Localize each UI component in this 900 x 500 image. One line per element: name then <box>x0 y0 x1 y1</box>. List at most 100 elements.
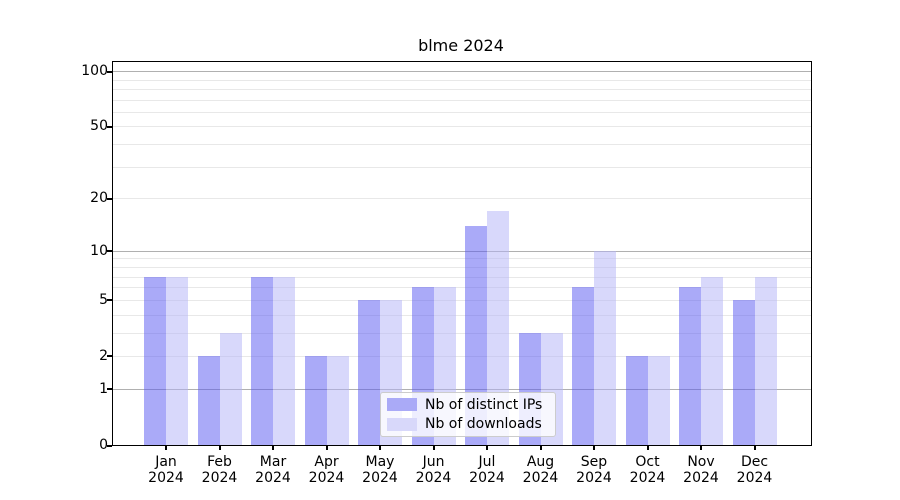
year-label: 2024 <box>255 470 291 486</box>
y-axis-tick-label: 5 <box>99 291 108 308</box>
x-axis-tick <box>753 445 756 450</box>
y-axis-tick <box>107 444 112 447</box>
x-axis-tick <box>325 445 328 450</box>
bar-distinct-ips <box>732 299 755 445</box>
x-axis-tick <box>593 445 595 450</box>
bar-distinct-ips <box>197 356 220 445</box>
bar-distinct-ips <box>144 276 166 445</box>
y-axis-tick <box>107 125 112 128</box>
x-axis-tick-label: Dec 2024 <box>720 454 790 486</box>
y-axis-tick <box>107 197 112 200</box>
month-label: Jan <box>155 454 177 470</box>
month-label: Feb <box>207 454 232 470</box>
y-axis-tick-label: 50 <box>90 118 108 135</box>
year-label: 2024 <box>308 470 345 486</box>
x-axis-tick-label: Nov 2024 <box>666 454 736 486</box>
legend-item-distinct-ips: Nb of distinct IPs <box>387 397 549 413</box>
y-axis-tick <box>107 388 112 391</box>
chart-title: blme 2024 <box>418 36 504 55</box>
year-label: 2024 <box>201 470 238 486</box>
y-axis-tick-label: 2 <box>99 347 108 364</box>
year-label: 2024 <box>629 470 666 486</box>
minor-gridline <box>113 99 811 101</box>
bar-distinct-ips <box>465 225 487 445</box>
bar-distinct-ips <box>625 356 648 445</box>
bar-downloads <box>754 276 777 445</box>
x-axis-tick-label: Mar 2024 <box>238 454 308 486</box>
bar-downloads <box>219 332 242 445</box>
x-axis-tick-label: Oct 2024 <box>613 454 683 486</box>
y-axis-tick-label: 0 <box>99 437 108 453</box>
x-axis-tick-label: Apr 2024 <box>292 454 362 486</box>
minor-gridline <box>113 276 811 278</box>
x-axis-tick <box>486 445 488 450</box>
bar-downloads <box>594 250 616 445</box>
month-label: Nov <box>687 454 715 470</box>
bar-downloads <box>273 276 295 445</box>
month-label: Apr <box>314 454 339 470</box>
year-label: 2024 <box>362 470 398 486</box>
legend-item-downloads: Nb of downloads <box>387 416 549 432</box>
minor-gridline <box>113 258 811 260</box>
minor-gridline <box>113 332 811 334</box>
y-axis-tick <box>107 70 112 73</box>
month-label: Jul <box>478 454 496 470</box>
bar-distinct-ips <box>358 299 380 445</box>
plot-area: 100 50 20 10 5 2 1 0 Jan 2024 Feb 2024 Mar 2024 Apr 202… <box>81 61 812 486</box>
bar-downloads <box>701 276 723 445</box>
minor-gridline <box>113 126 811 128</box>
x-axis-tick <box>646 445 649 450</box>
y-axis-tick <box>107 355 112 358</box>
year-label: 2024 <box>469 470 505 486</box>
y-axis-tick-label: 10 <box>90 242 108 259</box>
minor-gridline <box>113 355 811 357</box>
minor-gridline <box>113 79 811 81</box>
month-label: Sep <box>580 454 608 470</box>
month-label: Mar <box>259 454 287 470</box>
y-axis-tick <box>107 299 112 302</box>
legend-label-distinct-ips: Nb of distinct IPs <box>425 396 543 413</box>
x-axis-tick <box>272 445 274 450</box>
minor-gridline <box>113 314 811 316</box>
x-axis-tick-label: Jul 2024 <box>452 454 522 486</box>
minor-gridline <box>113 287 811 289</box>
minor-gridline <box>113 266 811 268</box>
x-axis-tick-label: Feb 2024 <box>185 454 255 486</box>
major-gridline <box>113 71 811 73</box>
x-axis-tick-label: Aug 2024 <box>506 454 576 486</box>
month-label: Aug <box>526 454 555 470</box>
y-axis-tick-label: 20 <box>90 190 108 207</box>
year-label: 2024 <box>522 470 559 486</box>
x-axis-tick-label: Sep 2024 <box>559 454 629 486</box>
minor-gridline <box>113 144 811 146</box>
major-gridline <box>113 388 811 390</box>
minor-gridline <box>113 166 811 168</box>
x-axis-tick-label: May 2024 <box>345 454 415 486</box>
x-axis-tick <box>539 445 542 450</box>
x-axis-tick <box>432 445 435 450</box>
bar-distinct-ips <box>251 276 273 445</box>
y-axis-tick-label: 1 <box>99 380 108 397</box>
month-label: May <box>365 454 395 470</box>
x-axis-tick <box>165 445 167 450</box>
minor-gridline <box>113 299 811 301</box>
x-axis-tick <box>700 445 702 450</box>
chart-legend: Nb of distinct IPs Nb of downloads <box>380 392 556 437</box>
year-label: 2024 <box>415 470 452 486</box>
legend-swatch-distinct-ips <box>387 398 417 412</box>
year-label: 2024 <box>736 470 773 486</box>
minor-gridline <box>113 111 811 113</box>
month-label: Jun <box>422 454 445 470</box>
bar-downloads <box>326 356 349 445</box>
y-axis-tick-label: 100 <box>81 63 108 80</box>
x-axis-tick <box>218 445 221 450</box>
bar-downloads <box>166 276 188 445</box>
year-label: 2024 <box>576 470 612 486</box>
major-gridline <box>113 250 811 252</box>
legend-label-downloads: Nb of downloads <box>425 416 542 433</box>
bar-downloads <box>647 356 670 445</box>
month-label: Oct <box>635 454 660 470</box>
x-axis-tick-label: Jun 2024 <box>399 454 469 486</box>
x-axis-tick <box>379 445 381 450</box>
bar-downloads <box>487 210 509 445</box>
